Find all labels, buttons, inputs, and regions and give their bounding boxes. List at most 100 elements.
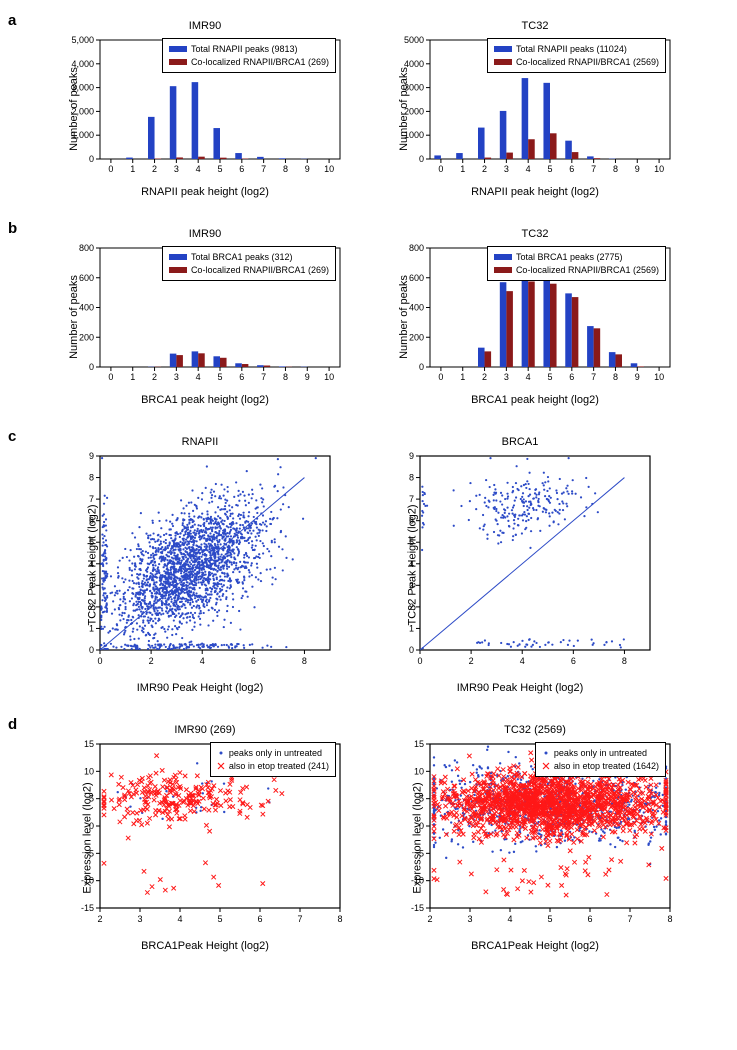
svg-text:0: 0 bbox=[419, 154, 424, 164]
legend-item: Total BRCA1 peaks (312) bbox=[169, 251, 329, 264]
legend-label: Co-localized RNAPII/BRCA1 (269) bbox=[191, 264, 329, 277]
svg-text:8: 8 bbox=[613, 164, 618, 174]
svg-text:5: 5 bbox=[547, 372, 552, 382]
chart-title: TC32 bbox=[390, 20, 680, 32]
legend-item: Total RNAPII peaks (9813) bbox=[169, 43, 329, 56]
legend-item: Co-localized RNAPII/BRCA1 (2569) bbox=[494, 56, 659, 69]
svg-text:10: 10 bbox=[324, 164, 334, 174]
legend-item: Co-localized RNAPII/BRCA1 (2569) bbox=[494, 264, 659, 277]
chart-title: RNAPII bbox=[60, 436, 340, 448]
figure-root: a IMR9001,0002,0003,0004,0005,0000123456… bbox=[20, 20, 717, 952]
legend-label: Co-localized RNAPII/BRCA1 (2569) bbox=[516, 56, 659, 69]
legend-item: peaks only in untreated bbox=[542, 747, 659, 760]
svg-text:6: 6 bbox=[257, 914, 262, 924]
legend-item: also in etop treated (241) bbox=[217, 760, 329, 773]
x-axis-label: RNAPII peak height (log2) bbox=[60, 186, 350, 198]
svg-text:1: 1 bbox=[460, 164, 465, 174]
svg-text:2: 2 bbox=[482, 164, 487, 174]
svg-text:0: 0 bbox=[409, 645, 414, 655]
svg-text:5: 5 bbox=[547, 164, 552, 174]
chart-title: TC32 bbox=[390, 228, 680, 240]
x-axis-label: BRCA1Peak Height (log2) bbox=[60, 940, 350, 952]
svg-text:8: 8 bbox=[667, 914, 672, 924]
y-axis-label: Number of peaks bbox=[68, 275, 80, 359]
chart-title: BRCA1 bbox=[380, 436, 660, 448]
svg-text:5: 5 bbox=[547, 914, 552, 924]
svg-text:5: 5 bbox=[217, 164, 222, 174]
x-axis-label: BRCA1Peak Height (log2) bbox=[390, 940, 680, 952]
svg-text:8: 8 bbox=[89, 473, 94, 483]
svg-text:8: 8 bbox=[283, 372, 288, 382]
svg-text:2: 2 bbox=[149, 656, 154, 666]
svg-text:-15: -15 bbox=[411, 903, 424, 913]
legend-item: Co-localized RNAPII/BRCA1 (269) bbox=[169, 264, 329, 277]
legend-label: peaks only in untreated bbox=[554, 747, 647, 760]
svg-text:9: 9 bbox=[305, 164, 310, 174]
svg-text:2: 2 bbox=[152, 372, 157, 382]
svg-text:1: 1 bbox=[130, 164, 135, 174]
chart-title: IMR90 bbox=[60, 20, 350, 32]
svg-text:8: 8 bbox=[337, 914, 342, 924]
svg-text:15: 15 bbox=[84, 739, 94, 749]
svg-text:1: 1 bbox=[460, 372, 465, 382]
svg-text:6: 6 bbox=[587, 914, 592, 924]
svg-text:0: 0 bbox=[438, 372, 443, 382]
legend-label: Co-localized RNAPII/BRCA1 (2569) bbox=[516, 264, 659, 277]
svg-text:800: 800 bbox=[409, 243, 424, 253]
svg-text:600: 600 bbox=[79, 273, 94, 283]
legend: Total BRCA1 peaks (312)Co-localized RNAP… bbox=[162, 246, 336, 281]
legend-item: also in etop treated (1642) bbox=[542, 760, 659, 773]
panel-a-label: a bbox=[8, 12, 16, 29]
svg-text:15: 15 bbox=[414, 739, 424, 749]
legend-label: Total BRCA1 peaks (312) bbox=[191, 251, 293, 264]
svg-text:9: 9 bbox=[635, 372, 640, 382]
svg-text:7: 7 bbox=[261, 164, 266, 174]
svg-text:200: 200 bbox=[79, 332, 94, 342]
svg-text:8: 8 bbox=[409, 473, 414, 483]
svg-text:7: 7 bbox=[409, 494, 414, 504]
svg-text:6: 6 bbox=[569, 372, 574, 382]
legend-label: Total RNAPII peaks (11024) bbox=[516, 43, 627, 56]
svg-text:0: 0 bbox=[89, 154, 94, 164]
svg-text:7: 7 bbox=[591, 372, 596, 382]
y-axis-label: Number of peaks bbox=[398, 67, 410, 151]
svg-text:8: 8 bbox=[283, 164, 288, 174]
chart-title: IMR90 bbox=[60, 228, 350, 240]
legend-item: Co-localized RNAPII/BRCA1 (269) bbox=[169, 56, 329, 69]
svg-text:3: 3 bbox=[174, 372, 179, 382]
svg-text:10: 10 bbox=[324, 372, 334, 382]
y-axis-label: TC32 Peak Height (log2) bbox=[87, 504, 99, 625]
svg-text:4: 4 bbox=[507, 914, 512, 924]
svg-text:1: 1 bbox=[130, 372, 135, 382]
svg-text:2: 2 bbox=[469, 656, 474, 666]
svg-text:2: 2 bbox=[97, 914, 102, 924]
svg-text:-15: -15 bbox=[81, 903, 94, 913]
legend: Total RNAPII peaks (9813)Co-localized RN… bbox=[162, 38, 336, 73]
svg-text:7: 7 bbox=[591, 164, 596, 174]
svg-text:9: 9 bbox=[409, 451, 414, 461]
svg-text:7: 7 bbox=[261, 372, 266, 382]
legend-label: Total RNAPII peaks (9813) bbox=[191, 43, 298, 56]
x-axis-label: RNAPII peak height (log2) bbox=[390, 186, 680, 198]
legend-label: peaks only in untreated bbox=[229, 747, 322, 760]
svg-text:8: 8 bbox=[613, 372, 618, 382]
panel-d: d IMR90 (269)2345678-15-10-5051015BRCA1P… bbox=[20, 724, 717, 952]
svg-text:10: 10 bbox=[414, 766, 424, 776]
legend-label: Co-localized RNAPII/BRCA1 (269) bbox=[191, 56, 329, 69]
svg-text:200: 200 bbox=[409, 332, 424, 342]
chart-b-left: IMR900200400600800012345678910BRCA1 peak… bbox=[60, 228, 350, 406]
chart-b-right: TC320200400600800012345678910BRCA1 peak … bbox=[390, 228, 680, 406]
svg-text:7: 7 bbox=[89, 494, 94, 504]
svg-text:800: 800 bbox=[79, 243, 94, 253]
x-axis-label: IMR90 Peak Height (log2) bbox=[380, 682, 660, 694]
svg-text:3: 3 bbox=[137, 914, 142, 924]
chart-title: TC32 (2569) bbox=[390, 724, 680, 736]
legend-label: also in etop treated (1642) bbox=[554, 760, 659, 773]
legend: peaks only in untreatedalso in etop trea… bbox=[210, 742, 336, 777]
svg-text:400: 400 bbox=[409, 303, 424, 313]
x-axis-label: IMR90 Peak Height (log2) bbox=[60, 682, 340, 694]
svg-text:7: 7 bbox=[297, 914, 302, 924]
svg-text:0: 0 bbox=[97, 656, 102, 666]
svg-text:0: 0 bbox=[419, 362, 424, 372]
legend: Total RNAPII peaks (11024)Co-localized R… bbox=[487, 38, 666, 73]
